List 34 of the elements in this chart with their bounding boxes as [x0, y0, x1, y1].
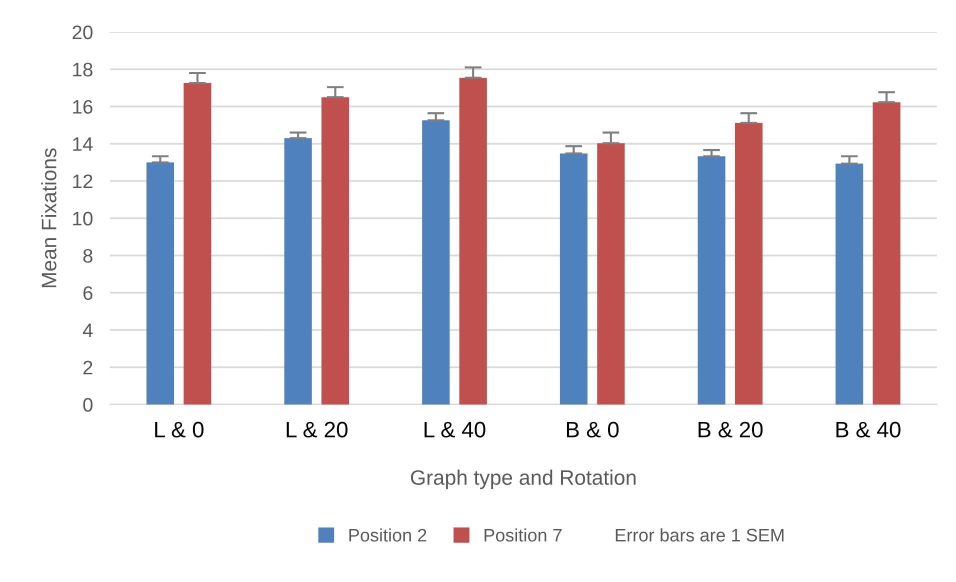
y-tick-label: 10	[73, 212, 93, 226]
bar	[422, 120, 450, 404]
bar	[734, 122, 763, 404]
bar	[560, 153, 588, 404]
y-tick-label: 8	[83, 248, 92, 263]
bar	[597, 143, 625, 404]
x-tick-label: B & 20	[698, 422, 763, 438]
y-axis-title: Mean Fixations	[41, 148, 56, 288]
bar	[146, 162, 174, 404]
y-tick-label: 16	[73, 100, 92, 114]
legend-label: Position 2	[349, 528, 426, 542]
legend-label: Position 7	[484, 528, 562, 542]
bar	[872, 102, 900, 404]
x-tick-label: B & 40	[836, 422, 900, 438]
y-tick-label: 0	[83, 398, 93, 412]
y-tick-label: 4	[82, 324, 93, 338]
bar	[322, 97, 350, 404]
x-axis-title: Graph type and Rotation	[410, 470, 636, 490]
bar	[184, 83, 212, 404]
text: Error bars are 1 SEM	[616, 528, 784, 542]
y-tick-label: 20	[72, 25, 93, 40]
x-tick-label: L & 20	[286, 422, 348, 438]
bar	[459, 78, 487, 404]
bar	[698, 156, 726, 404]
y-tick-label: 2	[83, 360, 92, 374]
x-tick-label: L & 40	[424, 422, 486, 438]
y-tick-label: 12	[73, 174, 92, 188]
bar	[836, 164, 864, 404]
y-tick-label: 18	[73, 62, 92, 76]
bar	[284, 138, 312, 404]
x-tick-label: L & 0	[155, 422, 204, 438]
y-tick-label: 6	[83, 286, 92, 300]
y-tick-label: 14	[73, 137, 93, 151]
x-tick-label: B & 0	[566, 422, 619, 438]
